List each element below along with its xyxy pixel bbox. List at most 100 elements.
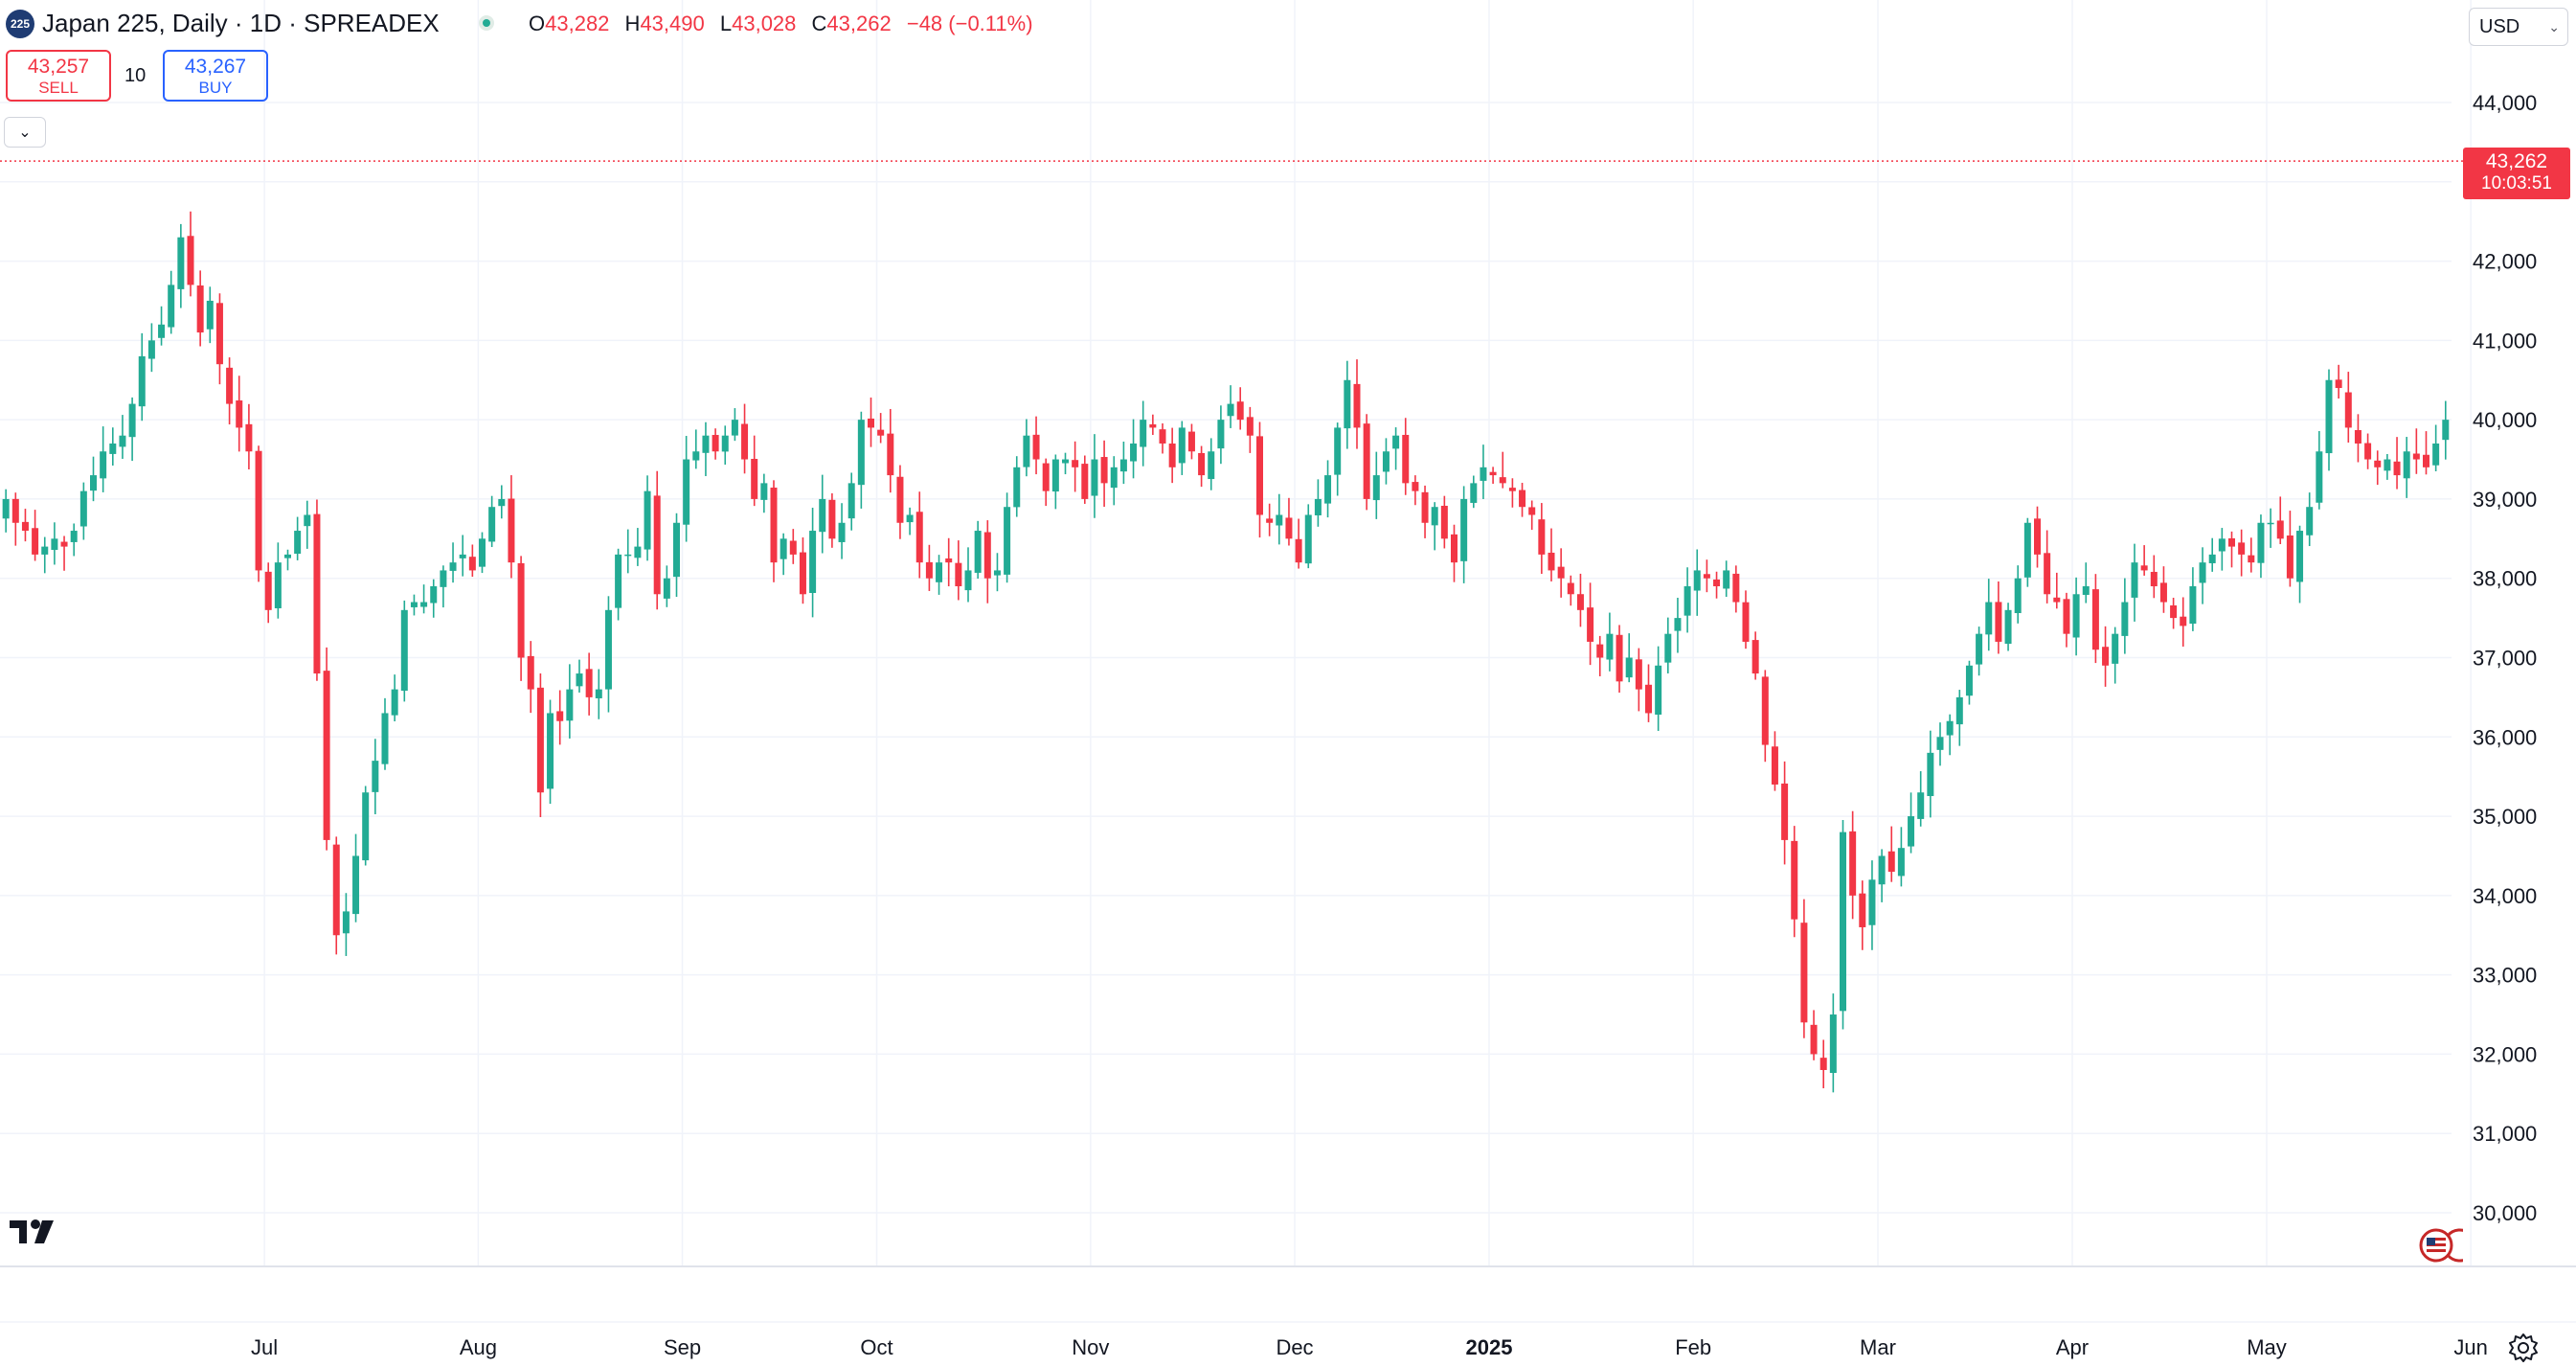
candle-body (2159, 582, 2167, 603)
candle-body (2014, 578, 2022, 614)
sell-button[interactable]: 43,257 SELL (6, 50, 111, 102)
candle-body (1382, 451, 1390, 472)
price-axis[interactable]: 30,000 31,000 32,000 33,000 34,000 35,000 36,0… (2473, 91, 2537, 1225)
candle-body (1538, 519, 1546, 555)
candle-body (284, 554, 291, 558)
candle-body (138, 355, 146, 407)
candle-body (100, 451, 107, 479)
candle-body (1508, 488, 1516, 491)
market-status-icon[interactable] (479, 15, 494, 31)
grid-lines (0, 0, 2472, 1266)
candle-body (566, 689, 574, 721)
candle-body (21, 521, 29, 532)
candle-body (576, 673, 583, 687)
candle-body (1548, 552, 1555, 571)
candle-body (1567, 582, 1574, 595)
candle-body (731, 420, 738, 436)
collapse-button[interactable]: ⌄ (4, 117, 46, 148)
candle-body (964, 570, 972, 591)
candle-body (1334, 427, 1342, 475)
candle-body (1616, 634, 1623, 682)
candle-body (488, 507, 496, 542)
x-tick-label: Apr (2056, 1335, 2089, 1359)
symbol-logo-icon[interactable]: 225 (6, 10, 34, 38)
candle-body (468, 557, 476, 571)
candle-body (2325, 379, 2333, 454)
candle-body (1955, 696, 1963, 725)
candle-body (1168, 444, 1176, 467)
candle-body (1149, 423, 1157, 428)
candle-body (1528, 507, 1536, 515)
candle-body (1208, 451, 1215, 480)
candle-body (1023, 435, 1030, 467)
candle-body (721, 435, 729, 452)
candle-body (1159, 429, 1166, 444)
candle-body (2248, 555, 2255, 563)
candle-body (1859, 893, 1866, 927)
candle-body (245, 423, 253, 452)
candle-body (556, 711, 564, 721)
candle-body (1645, 684, 1652, 714)
low-label: L (719, 11, 733, 35)
candle-body (702, 435, 710, 453)
candle-body (2, 498, 10, 519)
candle-body (2384, 459, 2391, 471)
symbol-title[interactable]: Japan 225, Daily · 1D · SPREADEX (42, 9, 440, 37)
candle-body (1480, 467, 1487, 481)
candle-body (215, 303, 223, 365)
candle-body (1363, 423, 1370, 499)
candle-body (51, 538, 58, 550)
candle-body (1187, 431, 1195, 452)
currency-select[interactable]: USD ⌄ (2469, 8, 2568, 46)
candle-body (196, 285, 204, 333)
candle-body (90, 475, 97, 491)
gear-icon[interactable] (2507, 1332, 2540, 1364)
ohlc-readout: O43,282 H43,490 L43,028 C43,262 −48 (−0.… (529, 11, 1033, 36)
candle-body (809, 531, 817, 594)
candle-body (1236, 401, 1244, 421)
time-axis[interactable]: JulAugSepOctNovDec2025FebMarAprMayJunJul… (0, 1265, 2576, 1359)
candle-body (1032, 434, 1040, 460)
candles[interactable] (0, 211, 2450, 1093)
candle-body (1713, 579, 1721, 586)
candle-body (1683, 585, 1691, 616)
candle-body (294, 531, 302, 555)
buy-price: 43,267 (184, 56, 247, 78)
candle-body (1742, 602, 1750, 642)
candle-body (2023, 522, 2031, 578)
open-label: O (529, 11, 546, 35)
candle-body (508, 498, 515, 563)
candle-body (644, 490, 651, 550)
candle-body (634, 546, 642, 558)
candle-body (479, 538, 486, 567)
candle-body (615, 554, 622, 608)
candle-body (780, 538, 787, 559)
candle-body (2131, 562, 2138, 598)
candle-body (236, 400, 243, 428)
trade-quantity[interactable]: 10 (124, 65, 147, 86)
candle-body (2393, 461, 2401, 476)
candle-body (1655, 665, 1662, 715)
candle-body (372, 761, 379, 792)
candle-body (410, 602, 418, 607)
open-value: 43,282 (545, 11, 610, 35)
candle-body (255, 450, 262, 571)
candle-body (362, 792, 370, 861)
tradingview-logo-icon[interactable] (8, 1215, 61, 1249)
candle-body (206, 300, 214, 330)
candle-body (2306, 507, 2314, 535)
y-tick-label: 35,000 (2473, 805, 2537, 829)
candle-body (2442, 420, 2450, 441)
candle-body (925, 561, 933, 579)
x-tick-label: Feb (1675, 1335, 1711, 1359)
buy-button[interactable]: 43,267 BUY (163, 50, 268, 102)
candle-body (1295, 538, 1302, 563)
candle-body (1761, 676, 1769, 745)
candle-body (2170, 604, 2178, 619)
candle-body (2102, 647, 2110, 666)
us-flag-icon[interactable] (2415, 1226, 2463, 1264)
y-tick-label: 38,000 (2473, 567, 2537, 591)
candle-body (304, 514, 311, 527)
